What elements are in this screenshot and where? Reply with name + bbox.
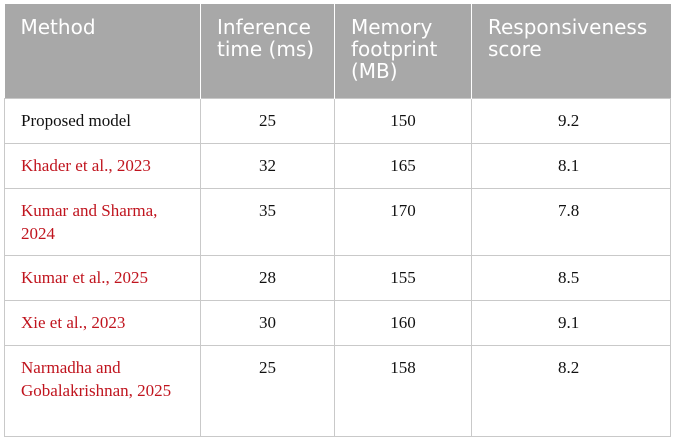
memory-cell: 160 xyxy=(334,300,472,346)
header-row: Method Inference time (ms) Memory footpr… xyxy=(4,4,671,99)
header-method: Method xyxy=(4,4,201,99)
table-row: Narmadha and Gobalakrishnan, 2025 25 158… xyxy=(4,345,671,437)
memory-cell: 165 xyxy=(334,143,472,189)
header-memory-footprint: Memory footprint (MB) xyxy=(334,4,472,99)
memory-cell: 158 xyxy=(334,345,472,437)
memory-cell: 170 xyxy=(334,188,472,256)
method-reference-link[interactable]: Khader et al., 2023 xyxy=(4,143,201,189)
method-reference-link[interactable]: Kumar et al., 2025 xyxy=(4,255,201,301)
method-reference-link[interactable]: Kumar and Sharma, 2024 xyxy=(4,188,201,256)
inference-time-cell: 35 xyxy=(200,188,335,256)
inference-time-cell: 25 xyxy=(200,98,335,144)
inference-time-cell: 30 xyxy=(200,300,335,346)
inference-time-cell: 25 xyxy=(200,345,335,437)
method-reference-link[interactable]: Xie et al., 2023 xyxy=(4,300,201,346)
table-header: Method Inference time (ms) Memory footpr… xyxy=(4,4,671,99)
inference-time-cell: 32 xyxy=(200,143,335,189)
score-cell: 9.2 xyxy=(471,98,671,144)
header-responsiveness-score: Responsiveness score xyxy=(471,4,671,99)
comparison-table-container: Method Inference time (ms) Memory footpr… xyxy=(4,4,671,437)
score-cell: 8.1 xyxy=(471,143,671,189)
table-row: Proposed model 25 150 9.2 xyxy=(4,98,671,144)
memory-cell: 155 xyxy=(334,255,472,301)
method-cell: Proposed model xyxy=(4,98,201,144)
header-inference-time: Inference time (ms) xyxy=(200,4,335,99)
table-row: Xie et al., 2023 30 160 9.1 xyxy=(4,300,671,346)
table-row: Khader et al., 2023 32 165 8.1 xyxy=(4,143,671,189)
table-row: Kumar et al., 2025 28 155 8.5 xyxy=(4,255,671,301)
table-row: Kumar and Sharma, 2024 35 170 7.8 xyxy=(4,188,671,256)
score-cell: 7.8 xyxy=(471,188,671,256)
table-body: Proposed model 25 150 9.2 Khader et al.,… xyxy=(4,98,671,437)
inference-time-cell: 28 xyxy=(200,255,335,301)
comparison-table: Method Inference time (ms) Memory footpr… xyxy=(4,4,671,437)
score-cell: 8.5 xyxy=(471,255,671,301)
score-cell: 8.2 xyxy=(471,345,671,437)
memory-cell: 150 xyxy=(334,98,472,144)
method-reference-link[interactable]: Narmadha and Gobalakrishnan, 2025 xyxy=(4,345,201,437)
score-cell: 9.1 xyxy=(471,300,671,346)
